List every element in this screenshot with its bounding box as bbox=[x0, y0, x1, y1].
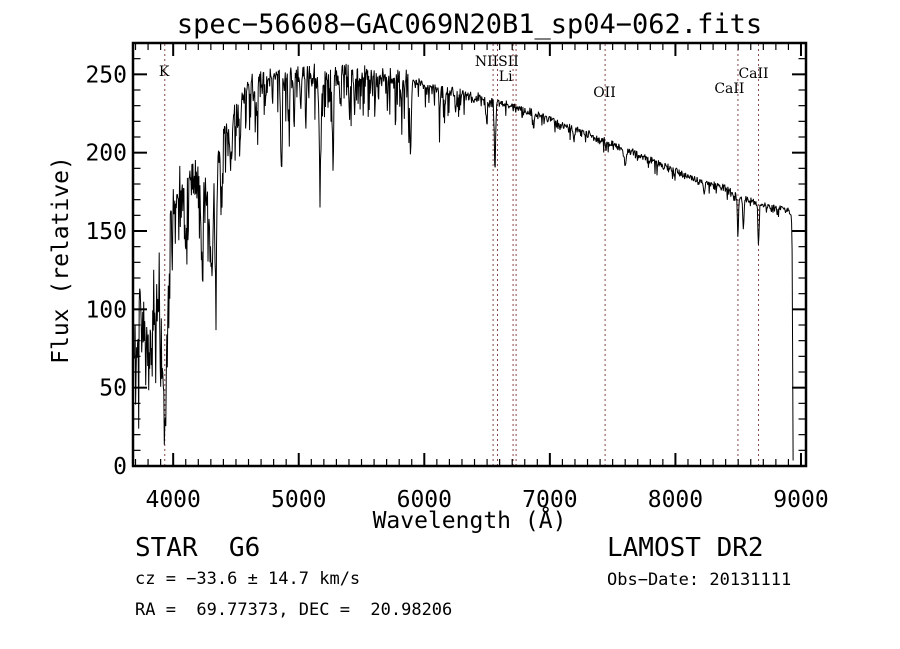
plot-frame bbox=[131, 41, 808, 468]
y-tick-label: 0 bbox=[113, 454, 127, 480]
x-tick-label: 4000 bbox=[145, 487, 200, 513]
plot-title: spec−56608−GAC069N20B1_sp04−062.fits bbox=[176, 9, 763, 40]
object-class-label: STAR G6 bbox=[135, 533, 261, 563]
y-tick-label: 150 bbox=[85, 219, 127, 245]
x-tick-label: 5000 bbox=[271, 487, 326, 513]
spectral-line-label: CaII bbox=[714, 81, 744, 97]
spectral-line-label: NIISII bbox=[475, 54, 519, 70]
obs-date-label: Obs−Date: 20131111 bbox=[607, 570, 792, 590]
cz-velocity-label: cz = −33.6 ± 14.7 km/s bbox=[135, 569, 361, 589]
x-tick-label: 6000 bbox=[397, 487, 452, 513]
y-tick-label: 50 bbox=[99, 376, 127, 402]
spectral-line-label: CaII bbox=[738, 66, 768, 82]
y-tick-label: 100 bbox=[85, 297, 127, 323]
y-tick-label: 250 bbox=[85, 62, 127, 88]
spectral-line-label: OII bbox=[593, 85, 616, 101]
spectral-line-label: Li bbox=[499, 69, 513, 85]
spectral-line-label: K bbox=[159, 64, 170, 80]
y-tick-label: 200 bbox=[85, 141, 127, 167]
x-axis-title: Wavelength (Å) bbox=[372, 508, 567, 534]
survey-release-label: LAMOST DR2 bbox=[607, 533, 764, 563]
x-tick-label: 7000 bbox=[522, 487, 577, 513]
x-tick-label: 9000 bbox=[773, 487, 828, 513]
spectrum-path bbox=[134, 63, 794, 461]
x-tick-label: 8000 bbox=[648, 487, 703, 513]
ra-dec-label: RA = 69.77373, DEC = 20.98206 bbox=[135, 600, 453, 620]
